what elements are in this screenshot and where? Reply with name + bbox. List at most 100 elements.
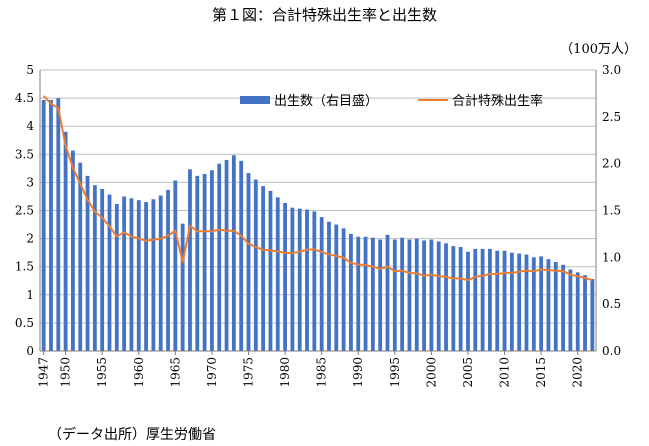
births-bar: [414, 238, 419, 351]
births-bar: [41, 99, 46, 352]
x-axis-tick-label: 1960: [132, 357, 146, 388]
births-bar: [466, 251, 470, 351]
births-bar: [561, 264, 565, 351]
right-axis-tick-label: 1.5: [602, 204, 621, 218]
x-axis-tick-label: 1995: [388, 357, 402, 388]
chart-title: 第１図：合計特殊出生率と出生数: [211, 6, 437, 24]
axes: 0 0.5 1 1.5 2 2.5 3 3.5 4 4.5 5 0.0 0.5 1.0 1.5 2.0 2.5 3…: [15, 63, 621, 388]
births-bar: [173, 180, 178, 351]
legend-line-label: 合計特殊出生率: [452, 93, 543, 109]
left-axis-tick-label: 2.5: [15, 204, 34, 218]
x-axis-tick-label: 1950: [59, 357, 73, 388]
births-bar: [531, 257, 536, 351]
births-bar: [92, 185, 97, 351]
births-bar: [436, 241, 441, 351]
births-bar: [400, 237, 405, 351]
left-axis-tick-label: 5: [26, 63, 34, 77]
births-bar: [509, 252, 514, 351]
births-bar: [429, 239, 434, 351]
births-bar: [327, 221, 331, 351]
x-axis-tick-label: 2000: [424, 357, 438, 388]
births-bar: [334, 224, 339, 351]
births-bar: [71, 150, 75, 351]
births-bar: [590, 278, 595, 351]
births-bar: [56, 98, 61, 351]
x-axis-tick-label: 1980: [278, 357, 292, 388]
fertility-rate-line: [42, 95, 593, 282]
left-axis-tick-label: 1: [26, 288, 34, 302]
x-axis-tick-label: 1975: [242, 357, 256, 388]
births-bar: [202, 173, 207, 351]
births-bar: [583, 275, 587, 351]
births-bar: [158, 195, 163, 351]
births-bar: [144, 202, 148, 351]
births-bar: [166, 189, 170, 351]
births-bar: [546, 259, 551, 351]
source-note: （データ出所）厚生労働省: [48, 427, 216, 443]
x-axis-tick-label: 2020: [571, 357, 585, 388]
births-bar: [253, 179, 258, 351]
births-bar: [231, 155, 236, 351]
births-bar: [224, 159, 229, 351]
births-bar: [275, 197, 280, 351]
births-bar: [297, 208, 302, 351]
births-bar: [385, 234, 390, 351]
left-axis-tick-label: 4.5: [15, 91, 34, 105]
x-axis-tick-label: 2010: [498, 357, 512, 388]
x-axis-tick-label: 1965: [168, 357, 182, 388]
births-bar: [195, 175, 200, 351]
births-bar: [261, 186, 266, 351]
births-bar: [451, 246, 456, 351]
right-axis-tick-label: 0.5: [602, 297, 621, 311]
births-bar: [100, 188, 105, 351]
births-bar: [239, 160, 244, 351]
births-bar: [180, 223, 185, 351]
births-bar: [129, 198, 134, 351]
births-bar: [151, 199, 156, 351]
x-axis-tick-label: 1947: [37, 357, 51, 388]
left-axis-tick-label: 0.5: [15, 316, 34, 330]
births-bar: [312, 211, 317, 351]
births-bar: [122, 196, 127, 351]
births-bar: [480, 248, 485, 351]
births-bar: [341, 228, 346, 351]
births-bar: [392, 239, 397, 351]
left-axis-tick-label: 3: [26, 175, 34, 189]
births-bar: [290, 207, 295, 351]
legend-bar-label: 出生数（右目盛）: [274, 94, 378, 109]
x-axis-tick-label: 1990: [351, 357, 365, 388]
legend-bar-swatch: [240, 96, 270, 104]
x-axis-tick-label: 2005: [461, 357, 475, 388]
births-bar: [539, 256, 544, 351]
births-bar: [63, 131, 68, 351]
births-bar: [268, 190, 273, 351]
legend: 出生数（右目盛） 合計特殊出生率: [240, 93, 543, 109]
births-bar: [524, 254, 529, 351]
x-axis-tick-label: 1970: [205, 357, 219, 388]
births-bar: [458, 247, 463, 351]
births-bar: [553, 262, 558, 351]
x-axis-tick-label: 1985: [315, 357, 329, 388]
right-axis-tick-label: 2.5: [602, 110, 621, 124]
x-axis-tick-label: 2015: [534, 357, 548, 388]
births-bar: [210, 170, 214, 351]
births-bar: [217, 163, 222, 351]
births-bar: [85, 175, 90, 351]
births-bar: [575, 272, 580, 351]
births-bar: [407, 239, 412, 351]
births-bar: [107, 194, 112, 351]
right-axis-tick-label: 3.0: [602, 63, 621, 77]
right-axis-tick-label: 1.0: [602, 250, 621, 264]
births-bar: [283, 203, 287, 351]
births-bar: [356, 236, 361, 351]
births-bar: [444, 243, 448, 351]
left-axis-tick-label: 1.5: [15, 260, 34, 274]
births-bar: [488, 248, 492, 351]
births-bar: [473, 248, 478, 351]
fertility-rate-line-series: [42, 95, 593, 282]
right-axis-tick-label: 2.0: [602, 157, 621, 171]
births-bar: [370, 237, 375, 351]
births-bar: [502, 250, 507, 351]
births-bar: [422, 240, 426, 351]
births-bar: [568, 269, 573, 351]
